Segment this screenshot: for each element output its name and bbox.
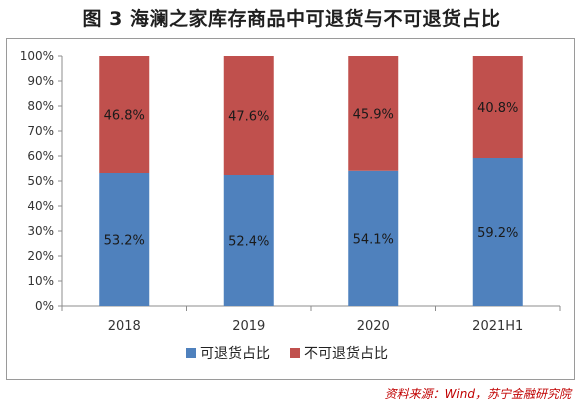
chart-title: 图 3 海澜之家库存商品中可退货与不可退货占比: [82, 8, 501, 30]
bar-segment: [223, 175, 274, 306]
y-tick-label: 80%: [27, 99, 54, 113]
data-label: 46.8%: [104, 109, 145, 124]
y-tick-label: 0%: [35, 299, 54, 313]
y-tick-label: 10%: [27, 274, 54, 288]
data-label: 53.2%: [104, 234, 145, 249]
data-label: 52.4%: [228, 235, 269, 250]
y-tick-label: 100%: [20, 49, 54, 63]
legend-label: 不可退货占比: [304, 345, 388, 362]
x-tick-label: 2019: [232, 319, 265, 334]
x-tick-label: 2018: [108, 319, 141, 334]
chart-frame: [6, 38, 575, 380]
x-tick-label: 2021H1: [472, 319, 523, 334]
y-tick-label: 50%: [27, 174, 54, 188]
y-tick-label: 90%: [27, 74, 54, 88]
y-tick-label: 20%: [27, 249, 54, 263]
bar-segment: [99, 173, 150, 306]
data-label: 54.1%: [353, 232, 394, 247]
legend-label: 可退货占比: [200, 345, 270, 362]
bar-segment: [348, 170, 399, 306]
data-label: 45.9%: [353, 107, 394, 122]
bar-segment: [99, 56, 150, 173]
bar-segment: [223, 56, 274, 175]
y-tick-label: 70%: [27, 124, 54, 138]
y-tick-label: 40%: [27, 199, 54, 213]
x-tick-label: 2020: [357, 319, 390, 334]
y-tick-label: 60%: [27, 149, 54, 163]
data-label: 40.8%: [477, 101, 518, 116]
y-tick-label: 30%: [27, 224, 54, 238]
data-label: 59.2%: [477, 226, 518, 241]
bar-segment: [348, 56, 399, 171]
legend-swatch: [186, 348, 196, 358]
bar-segment: [472, 158, 523, 306]
legend-swatch: [290, 348, 300, 358]
source-note: 资料来源：Wind，苏宁金融研究院: [384, 387, 571, 401]
data-label: 47.6%: [228, 110, 269, 125]
bar-segment: [472, 56, 523, 158]
